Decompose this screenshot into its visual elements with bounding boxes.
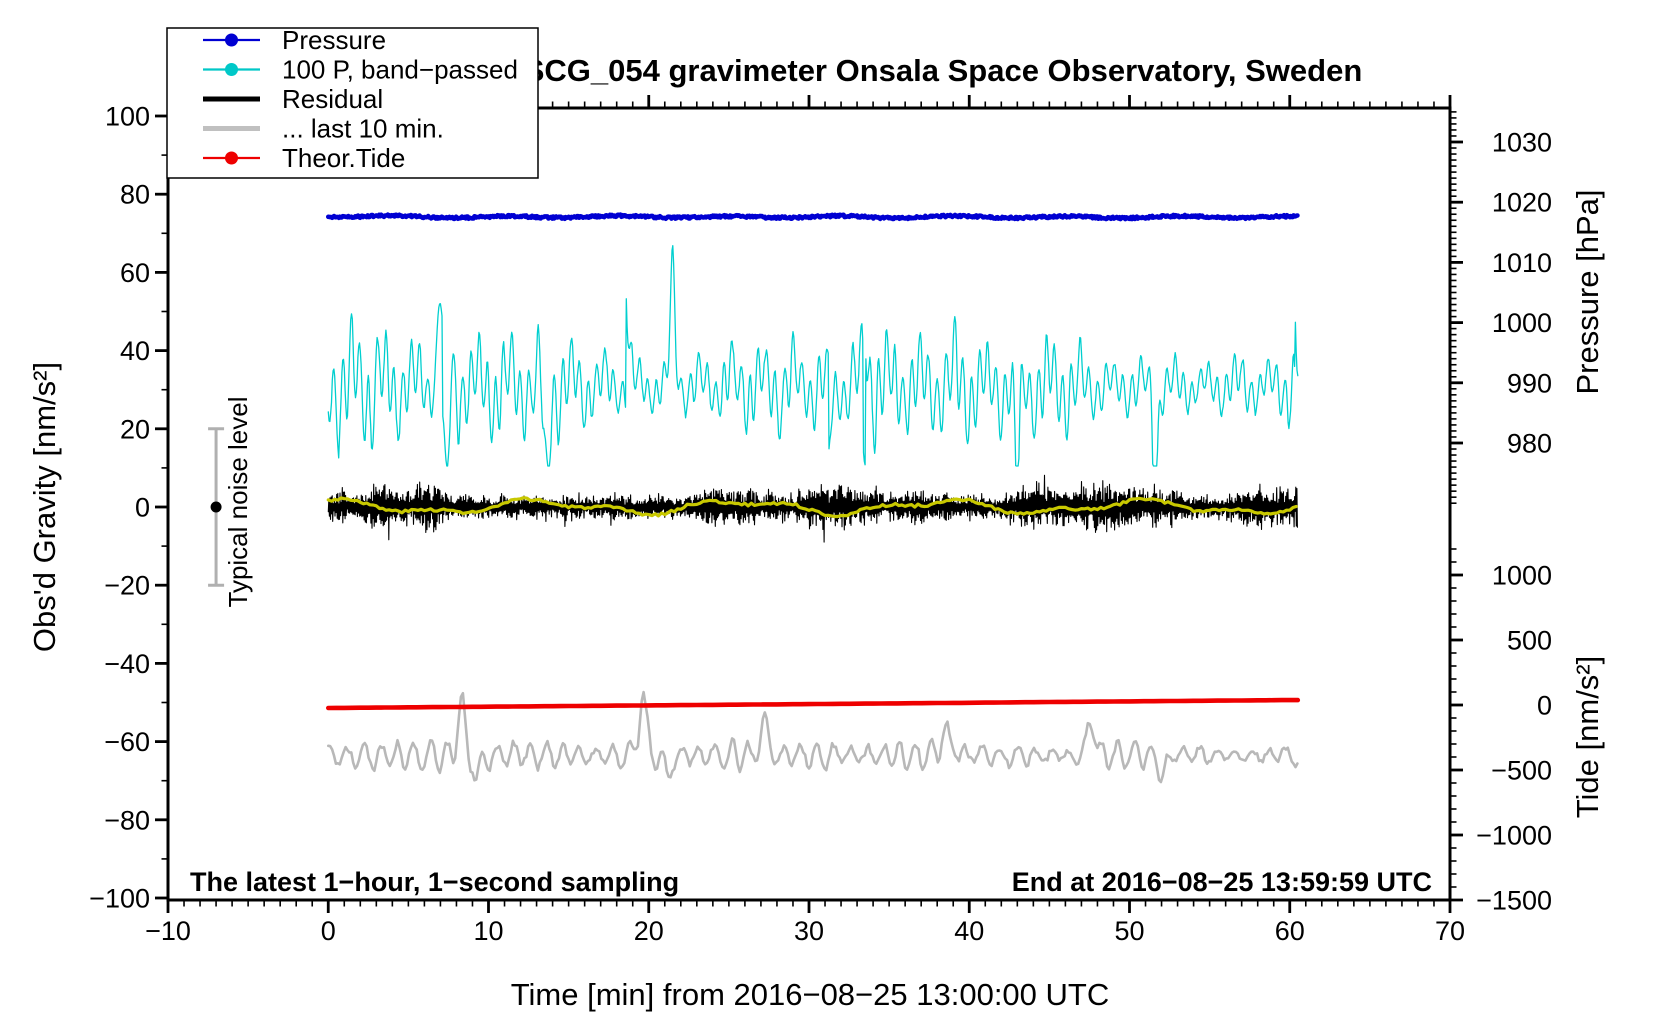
legend-entry-label: ... last 10 min. <box>282 114 444 144</box>
tide-tick-label: −500 <box>1491 756 1552 786</box>
pressure-tick-label: 1010 <box>1492 248 1552 278</box>
gravity-tick-label: −20 <box>104 571 150 601</box>
gravity-tick-label: 0 <box>135 493 150 523</box>
noise-level-marker <box>208 427 225 587</box>
x-tick-label: 40 <box>954 916 984 946</box>
legend-entry: Theor.Tide <box>203 143 405 173</box>
x-tick-label: 50 <box>1114 916 1144 946</box>
x-tick-label: 30 <box>794 916 824 946</box>
noise-bar-dot <box>210 501 222 513</box>
annotation-sampling: The latest 1−hour, 1−second sampling <box>190 867 679 897</box>
annotation-end-time: End at 2016−08−25 13:59:59 UTC <box>1012 867 1432 897</box>
series-pressure <box>325 212 1300 222</box>
x-axis-title: Time [min] from 2016−08−25 13:00:00 UTC <box>511 977 1110 1012</box>
gravity-tick-label: −80 <box>104 805 150 835</box>
legend-entry: 100 P, band−passed <box>203 55 518 85</box>
gravity-tick-label: −60 <box>104 727 150 757</box>
pressure-axis-title: Pressure [hPa] <box>1570 189 1605 394</box>
tide-tick-label: −1500 <box>1476 886 1552 916</box>
chart-title: SCG_054 gravimeter Onsala Space Observat… <box>524 53 1363 88</box>
series-band-passed-pressure <box>327 245 1299 467</box>
series-residual-last-10-min <box>326 690 1299 784</box>
x-tick-label: −10 <box>145 916 191 946</box>
pressure-tick-label: 1030 <box>1492 128 1552 158</box>
gravity-tick-label: 60 <box>120 258 150 288</box>
series-residual-smoothed <box>326 496 1298 519</box>
gravity-tick-label: 20 <box>120 414 150 444</box>
axis-ticks: −10 0 10 20 30 40 50 60 70−100−80−60−40−20020406… <box>89 95 1552 946</box>
pressure-tick-label: 990 <box>1507 368 1552 398</box>
x-tick-label: 60 <box>1275 916 1305 946</box>
legend-entry-label: 100 P, band−passed <box>282 55 518 85</box>
tide-tick-label: −1000 <box>1476 821 1552 851</box>
gravity-tick-label: 100 <box>105 102 150 132</box>
gravity-tick-label: −40 <box>104 649 150 679</box>
pressure-tick-label: 980 <box>1507 429 1552 459</box>
data-series <box>325 212 1301 784</box>
gravity-tick-label: 80 <box>120 180 150 210</box>
tide-tick-label: 0 <box>1537 691 1552 721</box>
series-residual <box>327 474 1298 543</box>
pressure-tick-label: 1000 <box>1492 308 1552 338</box>
x-tick-label: 0 <box>321 916 336 946</box>
legend-entry: ... last 10 min. <box>203 114 444 144</box>
legend-dot-marker <box>225 151 238 165</box>
legend-entry: Residual <box>203 84 383 114</box>
x-tick-label: 10 <box>473 916 503 946</box>
legend-entry: Pressure <box>203 25 386 55</box>
legend-dot-marker <box>225 33 238 47</box>
x-tick-label: 70 <box>1435 916 1465 946</box>
noise-level-label: Typical noise level <box>223 397 253 608</box>
tide-tick-label: 500 <box>1507 626 1552 656</box>
x-tick-label: 20 <box>634 916 664 946</box>
legend-dot-marker <box>225 63 238 76</box>
series-theoretical-tide <box>325 697 1301 711</box>
pressure-tick-label: 1020 <box>1492 188 1552 218</box>
legend-entry-label: Theor.Tide <box>282 143 405 173</box>
legend-entry-label: Pressure <box>282 25 386 55</box>
y-left-axis-title: Obs'd Gravity [nm/s²] <box>27 362 62 652</box>
tide-tick-label: 1000 <box>1492 561 1552 591</box>
gravity-tick-label: 40 <box>120 336 150 366</box>
gravity-tick-label: −100 <box>89 884 150 914</box>
legend-entry-label: Residual <box>282 84 383 114</box>
tide-axis-title: Tide [nm/s²] <box>1570 656 1605 819</box>
